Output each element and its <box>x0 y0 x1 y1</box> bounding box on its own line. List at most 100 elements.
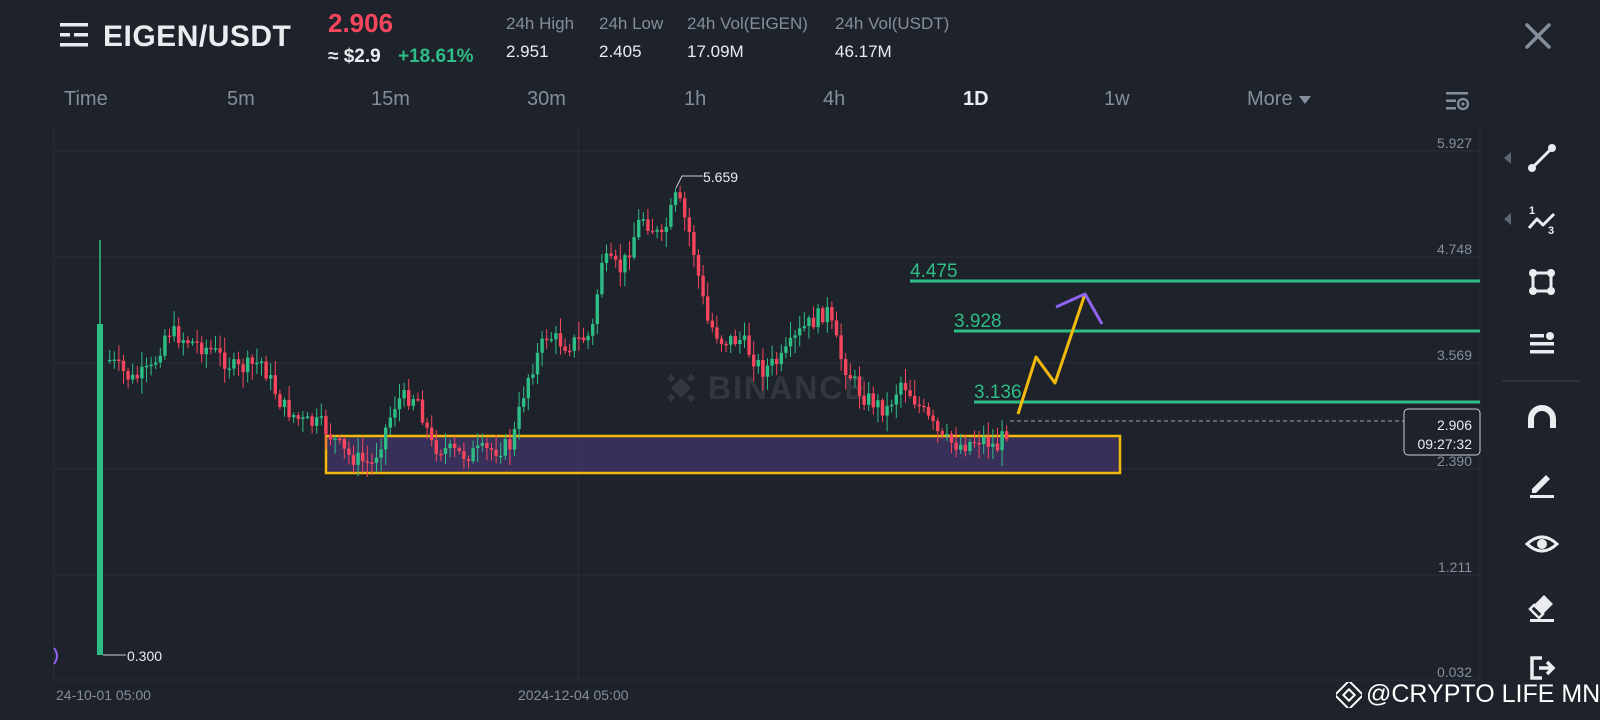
eraser-icon[interactable] <box>1524 588 1560 624</box>
candle-body <box>673 192 678 206</box>
candle-body <box>416 399 420 401</box>
tab-1d[interactable]: 1D <box>963 88 989 110</box>
candle-body <box>811 317 816 328</box>
candle-body <box>223 352 227 369</box>
candle-body <box>747 335 751 355</box>
candle-body <box>453 443 457 449</box>
tab-more[interactable]: More <box>1247 88 1311 111</box>
candle-body <box>342 439 346 449</box>
submenu-caret-icon[interactable] <box>1504 152 1511 164</box>
candle-body <box>687 217 691 233</box>
candle-body <box>871 393 875 408</box>
candle-body <box>945 434 949 436</box>
candle-body <box>844 359 848 376</box>
tab-1w[interactable]: 1w <box>1104 88 1130 110</box>
candle-body <box>862 395 866 405</box>
projection-path[interactable] <box>1016 293 1087 415</box>
pair-menu-icon[interactable] <box>60 22 90 48</box>
candle-body <box>535 352 540 375</box>
candle-body <box>246 357 250 373</box>
stat-24h-vol-quote: 24h Vol(USDT) 46.17M <box>835 14 949 62</box>
candle-body <box>305 416 310 418</box>
candle-body <box>733 336 737 345</box>
tab-4h[interactable]: 4h <box>823 88 846 110</box>
candle-body <box>209 347 213 350</box>
candle-body <box>517 406 521 429</box>
candle-body <box>508 439 512 450</box>
candle-body <box>692 232 696 255</box>
candle-body <box>443 448 448 455</box>
candle-body <box>977 442 981 445</box>
listing-candle <box>97 324 103 655</box>
tab-1h[interactable]: 1h <box>684 88 707 110</box>
candle-body <box>917 404 921 407</box>
candle-body <box>149 364 153 367</box>
eye-icon[interactable] <box>1524 526 1560 562</box>
candle-countdown: 09:27:32 <box>1418 436 1473 452</box>
candle-body <box>190 341 195 344</box>
candle-body <box>278 394 282 408</box>
candle-body <box>963 444 967 452</box>
tab-15m[interactable]: 15m <box>371 88 410 110</box>
tab-5m[interactable]: 5m <box>227 88 255 110</box>
candle-body <box>531 374 535 378</box>
candle-body <box>200 342 204 355</box>
position-icon[interactable] <box>1524 326 1560 362</box>
submenu-caret-icon[interactable] <box>1504 213 1511 225</box>
fib-icon[interactable]: 1 3 <box>1524 202 1560 238</box>
level-label-3928: 3.928 <box>954 311 1002 332</box>
exit-icon[interactable] <box>1524 650 1560 686</box>
tab-30m[interactable]: 30m <box>527 88 566 110</box>
trend-line-icon[interactable] <box>1524 140 1560 176</box>
candle-body <box>729 336 733 345</box>
candle-body <box>586 335 590 341</box>
candle-body <box>448 443 452 449</box>
stat-label: 24h Vol(USDT) <box>835 14 950 33</box>
candle-body <box>310 416 314 426</box>
candle-body <box>328 434 333 440</box>
rectangle-icon[interactable] <box>1524 264 1560 300</box>
candle-body <box>549 339 553 341</box>
close-icon[interactable] <box>1520 18 1556 54</box>
pair-name[interactable]: EIGEN/USDT <box>103 20 292 53</box>
candle-body <box>361 452 365 462</box>
chart-settings-icon[interactable] <box>1446 90 1470 112</box>
y-tick: 3.569 <box>1437 347 1472 363</box>
candle-body <box>779 352 783 365</box>
candle-body <box>867 393 871 405</box>
candle-body <box>913 395 917 405</box>
candle-body <box>922 405 926 408</box>
candle-body <box>466 458 471 462</box>
candle-body <box>581 337 586 341</box>
candle-body <box>724 343 728 346</box>
candle-body <box>784 346 788 353</box>
pencil-icon[interactable] <box>1524 464 1560 500</box>
candle-body <box>558 333 563 347</box>
candle-body <box>788 337 793 347</box>
candle-body <box>954 442 958 450</box>
magnet-icon[interactable] <box>1524 402 1560 438</box>
candle-body <box>319 416 323 418</box>
resistance-levels[interactable]: 4.475 3.928 3.136 <box>910 261 1480 404</box>
y-tick: 0.032 <box>1437 664 1472 680</box>
candle-body <box>627 255 632 258</box>
candle-body <box>885 405 889 416</box>
tab-time[interactable]: Time <box>64 88 108 110</box>
change-percent: +18.61% <box>398 46 474 67</box>
current-price-value: 2.906 <box>1437 417 1472 433</box>
candle-body <box>816 308 820 328</box>
candle-body <box>982 436 986 445</box>
candle-body <box>650 230 655 233</box>
candle-body <box>936 421 940 432</box>
candle-body <box>204 347 208 355</box>
candle-body <box>503 439 507 456</box>
candle-body <box>494 449 498 456</box>
candle-body <box>899 382 903 395</box>
candle-body <box>761 360 765 377</box>
target-marker[interactable] <box>1055 292 1104 325</box>
stat-value: 2.405 <box>599 42 642 61</box>
candle-body <box>623 255 627 273</box>
candle-body <box>706 296 710 321</box>
stat-24h-high: 24h High 2.951 <box>506 14 574 62</box>
